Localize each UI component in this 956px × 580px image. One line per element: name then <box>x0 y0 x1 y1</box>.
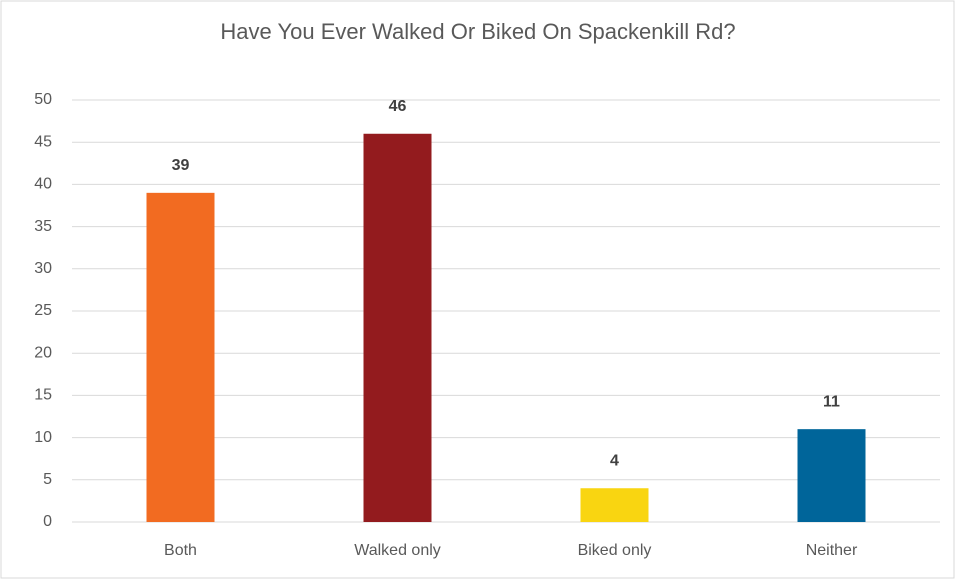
bar <box>797 429 866 522</box>
y-tick-label: 20 <box>34 344 52 361</box>
chart-title: Have You Ever Walked Or Biked On Spacken… <box>220 19 735 44</box>
x-tick-label: Biked only <box>578 542 652 559</box>
bar <box>580 488 649 522</box>
x-tick-label: Walked only <box>354 542 441 559</box>
data-label: 46 <box>389 98 407 115</box>
y-tick-label: 30 <box>34 260 52 277</box>
y-tick-label: 10 <box>34 429 52 446</box>
data-label: 39 <box>172 157 190 174</box>
x-tick-label: Both <box>164 542 197 559</box>
data-label: 4 <box>610 452 619 469</box>
y-tick-label: 40 <box>34 176 52 193</box>
bar <box>146 192 215 522</box>
y-tick-label: 5 <box>43 471 52 488</box>
data-label: 11 <box>823 393 840 410</box>
x-tick-label: Neither <box>806 542 858 559</box>
y-tick-label: 15 <box>34 387 52 404</box>
y-tick-label: 25 <box>34 302 52 319</box>
y-tick-label: 35 <box>34 218 52 235</box>
y-tick-label: 45 <box>34 133 52 150</box>
y-tick-label: 0 <box>43 513 52 530</box>
y-tick-label: 50 <box>34 91 52 108</box>
bar <box>363 133 432 522</box>
